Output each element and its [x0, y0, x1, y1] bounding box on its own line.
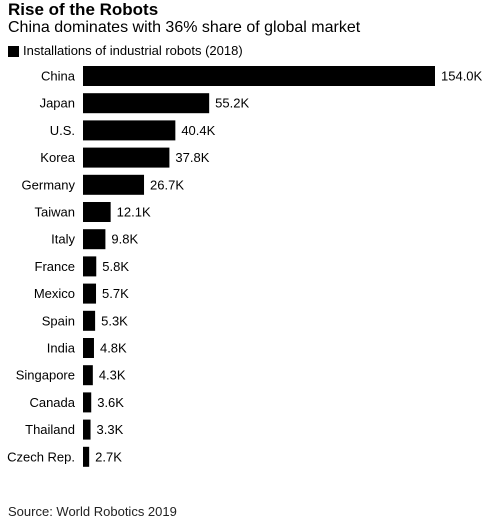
value-label-china: 154.0K: [441, 69, 483, 84]
bar-u-s: [83, 120, 176, 141]
category-label-czech-rep: Czech Rep.: [7, 449, 75, 464]
bar-korea: [83, 147, 170, 168]
bar-germany: [83, 174, 145, 195]
bar-canada: [83, 392, 92, 413]
category-label-taiwan: Taiwan: [35, 205, 75, 220]
bar-chart: China 154.0K Japan 55.2K U.S. 40.4K Korea 37.8K…: [7, 66, 483, 467]
value-label-japan: 55.2K: [215, 96, 249, 111]
category-label-thailand: Thailand: [25, 422, 75, 437]
category-label-canada: Canada: [29, 395, 75, 410]
value-label-india: 4.8K: [100, 341, 127, 356]
category-label-mexico: Mexico: [34, 286, 75, 301]
bar-spain: [83, 310, 96, 331]
value-label-taiwan: 12.1K: [117, 205, 151, 220]
source-note: Source: World Robotics 2019: [8, 504, 177, 519]
legend-label: Installations of industrial robots (2018…: [23, 43, 243, 58]
value-label-spain: 5.3K: [101, 313, 128, 328]
category-label-germany: Germany: [22, 177, 76, 192]
bar-china: [83, 66, 435, 86]
value-label-italy: 9.8K: [111, 232, 138, 247]
bar-thailand: [83, 419, 91, 440]
value-label-germany: 26.7K: [150, 177, 184, 192]
category-label-italy: Italy: [51, 232, 75, 247]
bar-singapore: [83, 365, 93, 386]
value-label-korea: 37.8K: [175, 150, 209, 165]
bar-france: [83, 256, 97, 277]
category-label-korea: Korea: [40, 150, 75, 165]
bar-taiwan: [83, 202, 111, 222]
bar-japan: [83, 93, 210, 114]
value-label-mexico: 5.7K: [102, 286, 129, 301]
category-label-india: India: [47, 341, 76, 356]
value-label-singapore: 4.3K: [99, 368, 126, 383]
category-label-u-s: U.S.: [50, 123, 75, 138]
category-label-japan: Japan: [40, 96, 75, 111]
category-label-china: China: [41, 69, 76, 84]
category-label-france: France: [35, 259, 75, 274]
legend-swatch: [8, 45, 19, 57]
bar-italy: [83, 229, 106, 250]
bar-czech-rep: [83, 446, 90, 467]
value-label-czech-rep: 2.7K: [95, 449, 122, 464]
bar-india: [83, 338, 94, 358]
category-label-spain: Spain: [42, 313, 75, 328]
value-label-canada: 3.6K: [97, 395, 124, 410]
category-label-singapore: Singapore: [16, 368, 75, 383]
value-label-france: 5.8K: [102, 259, 129, 274]
bar-mexico: [83, 283, 97, 304]
chart-title: Rise of the Robots: [8, 0, 159, 19]
chart-subtitle: China dominates with 36% share of global…: [8, 19, 361, 36]
value-label-u-s: 40.4K: [181, 123, 215, 138]
legend: Installations of industrial robots (2018…: [8, 43, 243, 59]
value-label-thailand: 3.3K: [97, 422, 124, 437]
